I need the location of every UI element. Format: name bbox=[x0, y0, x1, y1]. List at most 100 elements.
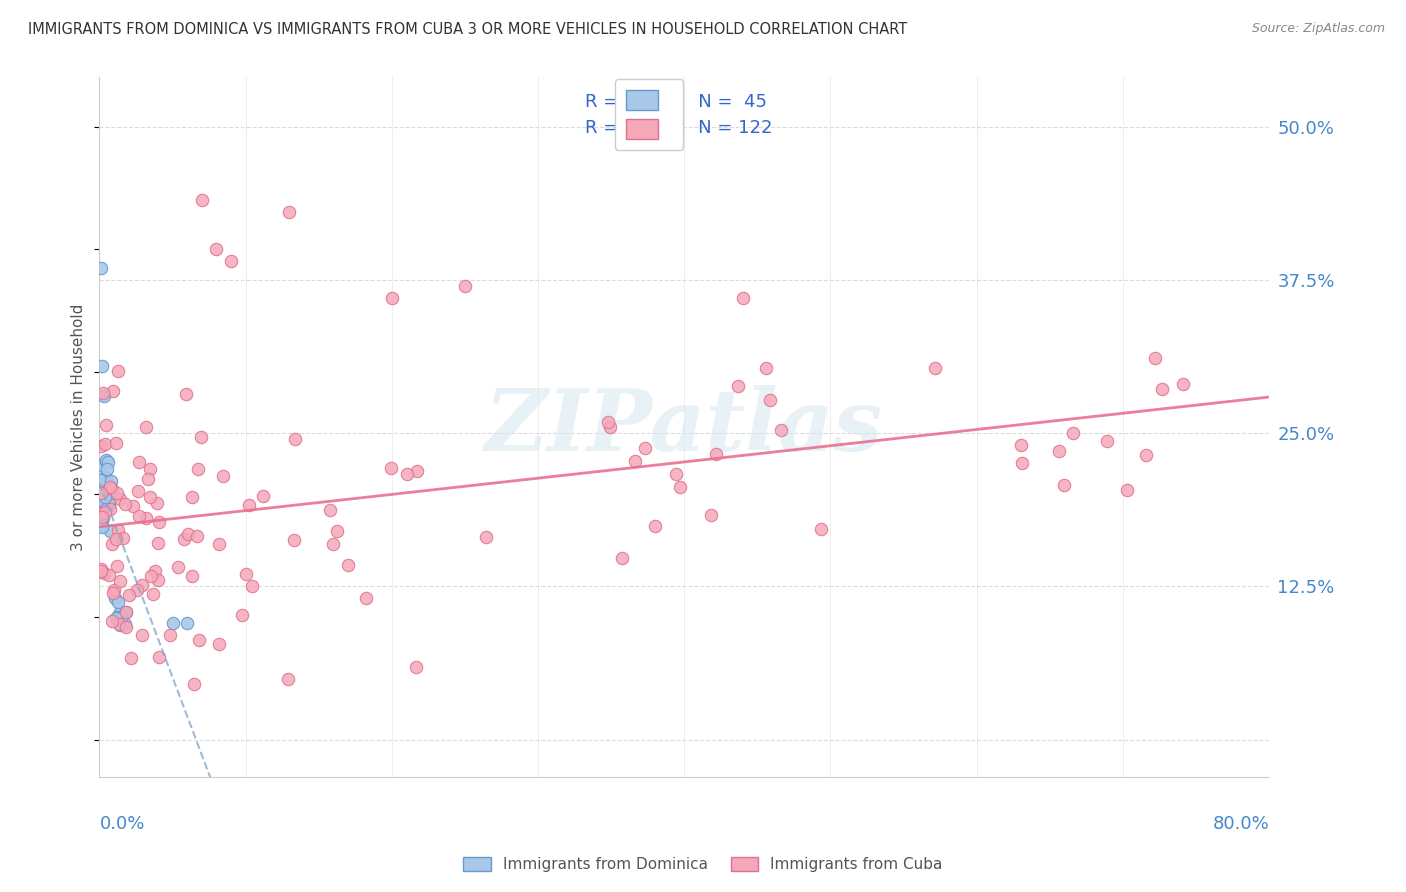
Point bbox=[91, 493, 114, 508]
Point bbox=[167, 560, 190, 574]
Point bbox=[142, 587, 165, 601]
Point bbox=[1171, 377, 1194, 392]
Text: IMMIGRANTS FROM DOMINICA VS IMMIGRANTS FROM CUBA 3 OR MORE VEHICLES IN HOUSEHOLD: IMMIGRANTS FROM DOMINICA VS IMMIGRANTS F… bbox=[28, 22, 907, 37]
Point bbox=[93, 566, 115, 580]
Text: ZIPatlas: ZIPatlas bbox=[485, 385, 883, 469]
Point bbox=[100, 474, 122, 488]
Point bbox=[101, 586, 124, 600]
Point bbox=[94, 504, 117, 518]
Point bbox=[108, 617, 131, 632]
Point bbox=[89, 485, 111, 500]
Point bbox=[1062, 426, 1084, 441]
Point bbox=[1053, 478, 1076, 492]
Point bbox=[231, 607, 253, 622]
Point bbox=[96, 418, 118, 433]
Point bbox=[284, 432, 307, 446]
Point bbox=[139, 490, 162, 504]
Text: R = 0.310    N = 122: R = 0.310 N = 122 bbox=[585, 119, 772, 136]
Point bbox=[89, 491, 111, 505]
Y-axis label: 3 or more Vehicles in Household: 3 or more Vehicles in Household bbox=[72, 303, 86, 550]
Point bbox=[235, 567, 257, 582]
Point bbox=[810, 522, 832, 536]
Point bbox=[1135, 448, 1157, 462]
Point bbox=[1010, 438, 1032, 452]
Point bbox=[174, 386, 197, 401]
Point bbox=[146, 496, 169, 510]
Point bbox=[633, 441, 655, 455]
Point bbox=[98, 481, 121, 495]
Point bbox=[104, 591, 127, 606]
Point bbox=[139, 462, 162, 476]
Point bbox=[191, 193, 214, 207]
Point bbox=[396, 467, 419, 481]
Point bbox=[143, 564, 166, 578]
Point bbox=[100, 537, 122, 551]
Point bbox=[623, 454, 645, 468]
Point bbox=[148, 536, 170, 550]
Point bbox=[139, 569, 162, 583]
Point bbox=[93, 472, 115, 486]
Point bbox=[131, 627, 153, 641]
Point bbox=[699, 508, 721, 522]
Text: Source: ZipAtlas.com: Source: ZipAtlas.com bbox=[1251, 22, 1385, 36]
Point bbox=[1144, 351, 1167, 366]
Point bbox=[128, 455, 150, 469]
Point bbox=[90, 486, 112, 500]
Legend: , : , bbox=[614, 79, 683, 150]
Point bbox=[110, 610, 132, 624]
Text: R = 0.183    N =  45: R = 0.183 N = 45 bbox=[585, 93, 766, 111]
Point bbox=[97, 492, 120, 507]
Point bbox=[1011, 456, 1033, 470]
Point bbox=[336, 558, 359, 572]
Point bbox=[135, 420, 157, 434]
Point bbox=[91, 511, 114, 525]
Point bbox=[90, 517, 112, 532]
Text: 0.0%: 0.0% bbox=[100, 815, 145, 833]
Point bbox=[100, 482, 122, 496]
Point bbox=[91, 385, 114, 400]
Point bbox=[205, 242, 228, 256]
Point bbox=[127, 484, 149, 499]
Point bbox=[1047, 444, 1070, 458]
Point bbox=[94, 501, 117, 516]
Point bbox=[100, 491, 122, 505]
Point bbox=[135, 510, 157, 524]
Point bbox=[114, 497, 136, 511]
Point bbox=[212, 468, 235, 483]
Point bbox=[283, 533, 305, 547]
Point bbox=[98, 524, 121, 539]
Point bbox=[89, 458, 111, 472]
Point bbox=[90, 506, 112, 520]
Point bbox=[598, 416, 620, 430]
Point bbox=[181, 569, 204, 583]
Point bbox=[94, 453, 117, 467]
Point bbox=[97, 568, 120, 582]
Point bbox=[704, 447, 727, 461]
Point bbox=[755, 360, 778, 375]
Point bbox=[644, 519, 666, 533]
Point bbox=[111, 531, 134, 545]
Point bbox=[90, 562, 112, 576]
Point bbox=[162, 616, 184, 631]
Point bbox=[93, 437, 115, 451]
Point bbox=[97, 498, 120, 512]
Point bbox=[475, 530, 498, 544]
Point bbox=[125, 583, 148, 598]
Point bbox=[90, 507, 112, 521]
Point bbox=[325, 524, 347, 538]
Point bbox=[97, 497, 120, 511]
Point bbox=[187, 632, 209, 647]
Point bbox=[108, 574, 131, 589]
Point bbox=[118, 588, 141, 602]
Point bbox=[318, 502, 340, 516]
Point bbox=[96, 493, 118, 508]
Point bbox=[90, 438, 112, 452]
Point bbox=[148, 649, 170, 664]
Text: 80.0%: 80.0% bbox=[1212, 815, 1270, 833]
Point bbox=[148, 516, 170, 530]
Point bbox=[107, 595, 129, 609]
Point bbox=[98, 501, 121, 516]
Legend: Immigrants from Dominica, Immigrants from Cuba: Immigrants from Dominica, Immigrants fro… bbox=[456, 849, 950, 880]
Point bbox=[238, 499, 260, 513]
Point bbox=[252, 490, 274, 504]
